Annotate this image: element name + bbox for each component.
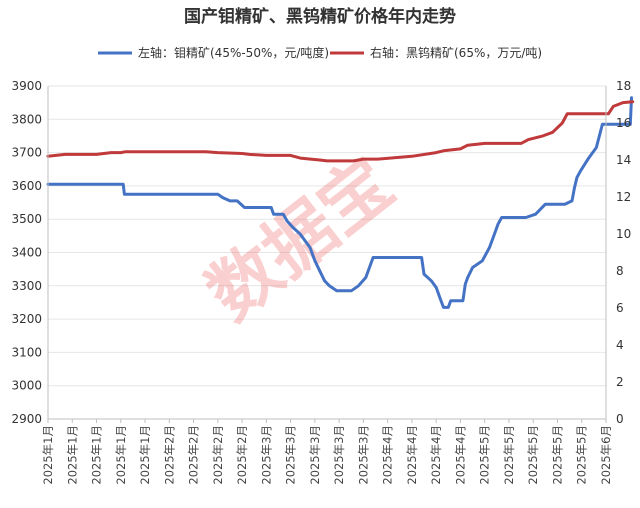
right-y-tick-label: 18: [616, 79, 631, 93]
x-tick-label: 2025年5月: [575, 425, 589, 485]
x-tick-label: 2025年5月: [502, 425, 516, 485]
x-tick-label: 2025年2月: [187, 425, 201, 485]
x-tick-label: 2025年5月: [478, 425, 492, 485]
x-tick-label: 2025年1月: [41, 425, 55, 485]
series-layer: [46, 96, 635, 309]
watermark: 数据宝: [192, 142, 408, 336]
x-tick-label: 2025年4月: [429, 425, 443, 485]
x-tick-label: 2025年1月: [65, 425, 79, 485]
left-y-tick-label: 3600: [11, 179, 42, 193]
left-y-tick-label: 3200: [11, 312, 42, 326]
x-tick-label: 2025年3月: [284, 425, 298, 485]
x-tick-label: 2025年4月: [453, 425, 467, 485]
left-y-tick-label: 3100: [11, 345, 42, 359]
legend-label: 左轴：钼精矿(45%-50%，元/吨度): [138, 45, 329, 60]
x-tick-label: 2025年3月: [259, 425, 273, 485]
right-y-tick-label: 0: [616, 412, 624, 426]
right-y-tick-label: 6: [616, 301, 624, 315]
x-tick-label: 2025年5月: [526, 425, 540, 485]
series-line-tungsten: [46, 100, 635, 163]
legend-label: 右轴：黑钨精矿(65%，万元/吨): [370, 45, 542, 60]
right-y-tick-label: 12: [616, 190, 631, 204]
left-y-tick-label: 3300: [11, 279, 42, 293]
x-tick-label: 2025年3月: [332, 425, 346, 485]
x-tick-label: 2025年3月: [356, 425, 370, 485]
left-y-tick-label: 3700: [11, 146, 42, 160]
left-y-tick-label: 3500: [11, 212, 42, 226]
left-y-tick-label: 3400: [11, 246, 42, 260]
legend-item-molybdenum[interactable]: 左轴：钼精矿(45%-50%，元/吨度): [98, 45, 329, 60]
chart-title: 国产钼精矿、黑钨精矿价格年内走势: [184, 6, 456, 27]
x-tick-label: 2025年4月: [405, 425, 419, 485]
x-tick-label: 2025年2月: [162, 425, 176, 485]
right-y-tick-label: 16: [616, 116, 631, 130]
legend: 左轴：钼精矿(45%-50%，元/吨度) 右轴：黑钨精矿(65%，万元/吨): [98, 45, 542, 60]
left-y-tick-label: 3800: [11, 112, 42, 126]
x-tick-label: 2025年2月: [211, 425, 225, 485]
x-tick-label: 2025年1月: [90, 425, 104, 485]
axes: 2900 3000 3100 3200 3300 3400 3500 3600 3700 3800…: [11, 79, 631, 485]
series-line-molybdenum: [46, 96, 633, 309]
right-y-tick-label: 2: [616, 375, 624, 389]
x-tick-label: 2025年3月: [308, 425, 322, 485]
x-tick-label: 2025年6月: [599, 425, 613, 485]
right-y-tick-label: 10: [616, 227, 631, 241]
x-tick-label: 2025年4月: [381, 425, 395, 485]
x-tick-label: 2025年1月: [138, 425, 152, 485]
x-tick-label: 2025年1月: [114, 425, 128, 485]
legend-item-tungsten[interactable]: 右轴：黑钨精矿(65%，万元/吨): [330, 45, 542, 60]
right-y-tick-label: 8: [616, 264, 624, 278]
left-y-tick-label: 3000: [11, 379, 42, 393]
left-y-tick-label: 2900: [11, 412, 42, 426]
left-y-tick-label: 3900: [11, 79, 42, 93]
right-y-tick-label: 14: [616, 153, 631, 167]
watermark-text: 数据宝: [192, 142, 408, 336]
x-tick-label: 2025年2月: [235, 425, 249, 485]
x-tick-label: 2025年5月: [550, 425, 564, 485]
right-y-tick-label: 4: [616, 338, 624, 352]
